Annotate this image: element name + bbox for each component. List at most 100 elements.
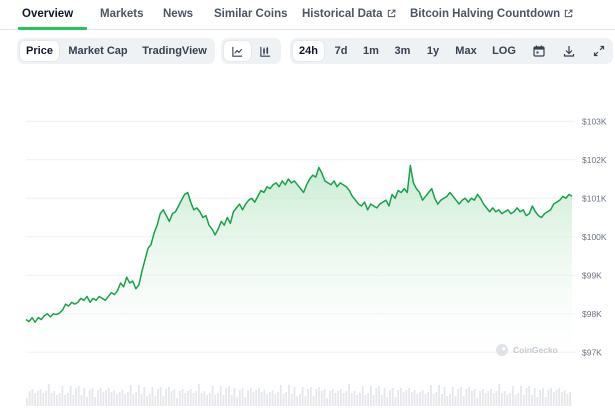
tab-label: Similar Coins [214, 8, 288, 20]
volume-bar [266, 394, 269, 406]
volume-bar [110, 392, 113, 406]
volume-bar [449, 394, 451, 406]
calendar-button[interactable] [532, 44, 546, 58]
candlestick-chart-icon [260, 46, 271, 57]
volume-bar [173, 389, 176, 406]
volume-bar [290, 394, 293, 406]
volume-bar [386, 397, 389, 406]
volume-bar [473, 389, 476, 406]
volume-bar [495, 391, 498, 406]
volume-bar [348, 384, 350, 406]
volume-bar [320, 391, 323, 406]
volume-bar [260, 392, 263, 406]
volume-bar [430, 385, 432, 406]
tab-historical-data[interactable]: Historical Data [302, 8, 396, 20]
volume-bar [460, 387, 462, 406]
volume-bar [454, 396, 457, 406]
volume-bar [233, 388, 236, 406]
range-3m-button[interactable]: 3m [391, 41, 414, 61]
line-chart-icon [232, 46, 243, 57]
section-tabs: Overview Markets News Similar Coins Hist… [0, 0, 615, 30]
volume-bar [375, 388, 378, 406]
volume-bar [501, 393, 503, 406]
volume-bar [487, 391, 490, 406]
volume-bar [509, 393, 512, 406]
volume-bar [400, 388, 402, 406]
y-tick-label: $100K [582, 232, 607, 242]
download-button[interactable] [562, 44, 576, 58]
range-1y-button[interactable]: 1y [423, 41, 443, 61]
range-3m-label: 3m [394, 45, 411, 57]
volume-bar [58, 393, 61, 406]
volume-bar [225, 388, 228, 406]
volume-bar [219, 386, 222, 406]
volume-bar [159, 387, 162, 406]
volume-bar [222, 395, 225, 406]
volume-bar [282, 394, 285, 406]
volume-bar [116, 394, 118, 406]
volume-bar [457, 389, 460, 406]
volume-bar [72, 395, 75, 406]
range-7d-button[interactable]: 7d [330, 41, 352, 61]
volume-bar [206, 395, 208, 406]
y-tick-label: $101K [582, 193, 607, 203]
expand-button[interactable] [592, 44, 606, 58]
volume-bar [318, 387, 320, 406]
volume-bar [288, 385, 290, 406]
volume-bar [517, 393, 520, 406]
volume-bar [451, 387, 454, 406]
range-24h-button[interactable]: 24h [293, 41, 324, 61]
volume-bar [432, 394, 435, 406]
expand-icon [593, 45, 605, 57]
tab-news[interactable]: News [163, 8, 193, 20]
volume-bar [476, 398, 479, 406]
volume-bar [470, 391, 473, 406]
volume-bar [424, 394, 427, 406]
volume-bar [36, 391, 39, 406]
volume-bar [277, 392, 279, 406]
volume-bar [405, 390, 408, 406]
volume-bar [146, 396, 148, 406]
volume-bar [42, 393, 45, 406]
coingecko-watermark: CoinGecko [496, 344, 558, 356]
range-1m-button[interactable]: 1m [360, 41, 382, 61]
volume-bar [309, 387, 312, 406]
volume-bar [86, 397, 88, 406]
volume-bar [369, 386, 372, 406]
volume-bar [563, 390, 566, 406]
tradingview-button[interactable]: TradingView [138, 41, 211, 61]
volume-bar [31, 389, 34, 406]
tab-bitcoin-halving-countdown[interactable]: Bitcoin Halving Countdown [410, 8, 573, 20]
candlestick-chart-button[interactable] [253, 41, 278, 61]
volume-bar [326, 398, 329, 406]
price-label: Price [26, 45, 53, 57]
metric-toggle-group: Price Market Cap TradingView [17, 38, 215, 64]
volume-bar [34, 393, 36, 406]
volume-bar [121, 390, 124, 406]
volume-bar [285, 392, 288, 406]
external-link-icon [387, 9, 395, 18]
volume-bar [440, 394, 443, 406]
volume-bar [498, 384, 501, 406]
tab-similar-coins[interactable]: Similar Coins [214, 8, 288, 20]
price-chart[interactable]: $103K $102K $101K $100K $99K $98K $97K CoinGec… [0, 88, 615, 410]
volume-bar [531, 395, 533, 406]
price-button[interactable]: Price [20, 41, 59, 61]
y-tick-label: $102K [582, 155, 607, 165]
volume-bar [124, 394, 127, 406]
watermark-text: CoinGecko [513, 345, 558, 355]
volume-bar [208, 393, 211, 406]
volume-bar [83, 388, 86, 406]
volume-bar [479, 391, 481, 406]
volume-bar [558, 388, 561, 406]
volume-bar [443, 387, 446, 406]
tab-label: Overview [22, 8, 74, 20]
tab-markets[interactable]: Markets [100, 8, 143, 20]
tab-overview[interactable]: Overview [22, 8, 73, 20]
market-cap-button[interactable]: Market Cap [63, 41, 133, 61]
volume-bar [367, 393, 370, 406]
line-chart-button[interactable] [224, 41, 251, 61]
log-scale-button[interactable]: LOG [488, 41, 520, 61]
range-max-button[interactable]: Max [451, 41, 481, 61]
volume-bar [533, 388, 536, 406]
